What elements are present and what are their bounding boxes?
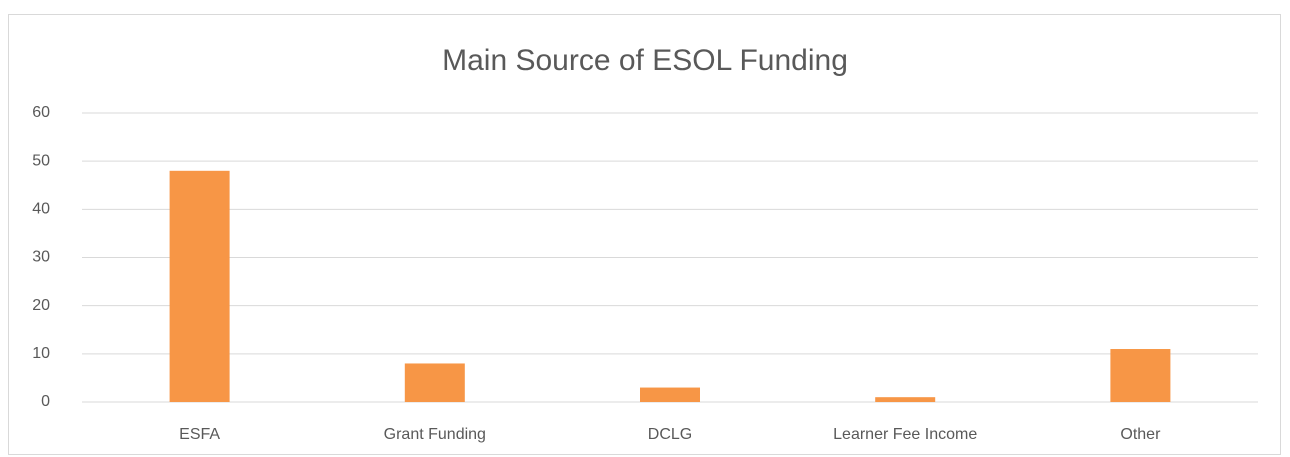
x-tick-label: Learner Fee Income xyxy=(833,426,977,443)
chart-title: Main Source of ESOL Funding xyxy=(442,44,848,77)
bar xyxy=(1110,349,1171,402)
bar xyxy=(640,387,700,402)
y-tick-label: 20 xyxy=(32,297,50,314)
x-tick-label: Other xyxy=(1120,426,1161,443)
x-tick-label: Grant Funding xyxy=(384,426,486,443)
y-tick-label: 40 xyxy=(32,201,50,218)
y-tick-label: 30 xyxy=(32,249,50,266)
bar xyxy=(875,397,936,402)
x-tick-label: DCLG xyxy=(648,426,692,443)
y-tick-label: 60 xyxy=(32,104,50,121)
y-tick-label: 50 xyxy=(32,152,50,169)
bar xyxy=(169,170,230,402)
x-tick-label: ESFA xyxy=(179,426,220,443)
y-tick-label: 0 xyxy=(41,393,50,410)
bar xyxy=(404,363,465,402)
y-tick-label: 10 xyxy=(32,345,50,362)
